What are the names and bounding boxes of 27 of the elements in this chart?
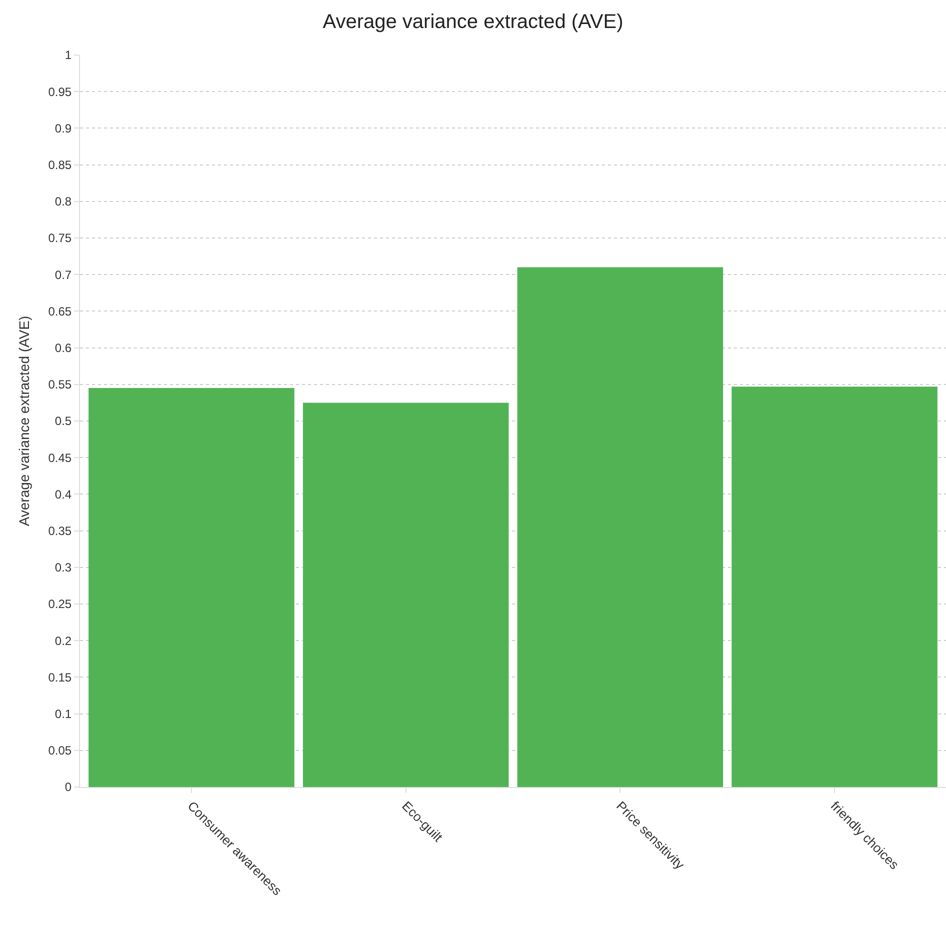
- y-tick-label: 0.05: [48, 744, 72, 758]
- y-tick-label: 0.45: [48, 450, 72, 465]
- y-tick-label: 0.35: [48, 524, 72, 538]
- y-tick-label: 0.5: [54, 414, 72, 428]
- y-tick-label: 0.25: [48, 597, 72, 612]
- y-tick-label: 0.4: [54, 487, 72, 502]
- y-tick-label: 0.65: [48, 304, 72, 318]
- y-tick-label: 0.15: [48, 670, 72, 684]
- bar: [732, 386, 938, 787]
- bar: [517, 267, 724, 787]
- y-tick-label: 0.2: [54, 634, 72, 648]
- y-tick-label: 0.1: [54, 707, 72, 721]
- y-tick-label: 0.75: [48, 231, 72, 246]
- y-tick-label: 1: [64, 48, 72, 62]
- y-tick-label: 0.6: [54, 341, 72, 355]
- y-axis-title: Average variance extracted (AVE): [16, 316, 32, 526]
- y-tick-label: 0.9: [54, 121, 72, 136]
- y-tick-label: 0.55: [48, 378, 72, 392]
- y-tick-label: 0: [64, 780, 72, 794]
- y-tick-label: 0.3: [54, 560, 72, 575]
- y-tick-label: 0.95: [48, 84, 72, 99]
- y-tick-label: 0.85: [48, 158, 72, 172]
- y-tick-label: 0.7: [54, 268, 72, 282]
- y-tick-label: 0.8: [54, 194, 72, 209]
- bar: [302, 402, 509, 787]
- bar: [88, 388, 294, 787]
- chart-title: Average variance extracted (AVE): [322, 11, 624, 34]
